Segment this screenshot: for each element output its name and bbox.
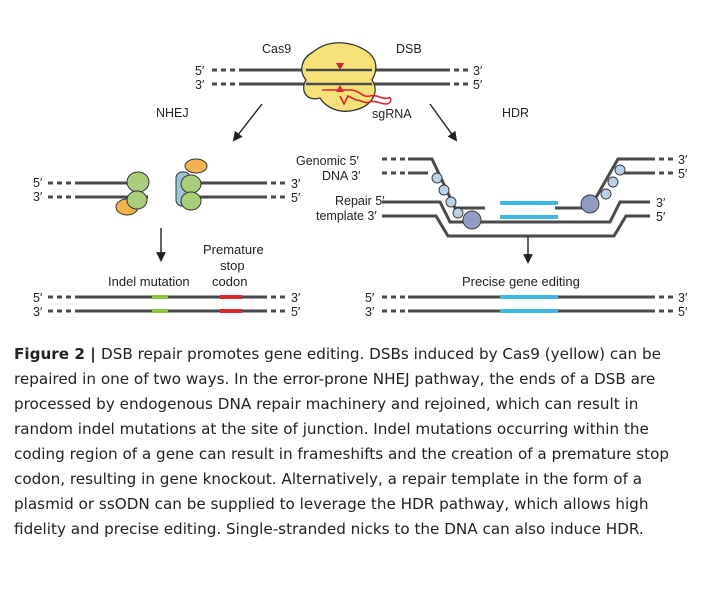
repair-label-line2: template 3′ <box>316 209 377 223</box>
nhej-left-5prime: 5′ <box>33 176 43 190</box>
figure-caption: Figure 2 | DSB repair promotes gene edit… <box>14 342 694 542</box>
nhej-title: NHEJ <box>156 106 189 120</box>
ku-green-left-top <box>126 171 150 193</box>
ku-green-right-bottom <box>180 191 202 211</box>
ku-orange-right <box>184 158 208 174</box>
repair-insert-bottom <box>500 215 558 219</box>
stop-codon-mark-top <box>220 295 242 299</box>
rpa-protein <box>445 196 457 208</box>
precise-label: Precise gene editing <box>462 274 580 289</box>
repair-label-line1: Repair 5′ <box>335 194 385 208</box>
nhej-result-left-3prime: 3′ <box>33 305 43 319</box>
dsb-marker-top <box>336 63 344 70</box>
premature-line2: stop <box>220 258 245 273</box>
nhej-panel: 5′ 3′ 3′ 5′ Premature stop codon Indel m… <box>33 158 301 319</box>
rad51-protein <box>462 210 482 230</box>
figure-label: Figure 2 | <box>14 345 102 363</box>
repair-insert-top <box>500 201 558 205</box>
nhej-right-3prime: 3′ <box>291 177 301 191</box>
nhej-right-5prime: 5′ <box>291 191 301 205</box>
caption-text: DSB repair promotes gene editing. DSBs i… <box>14 345 670 538</box>
top-right-3prime: 3′ <box>473 64 483 78</box>
top-left-3prime: 3′ <box>195 78 205 92</box>
cas9-protein <box>301 42 377 112</box>
hdr-right-3prime: 3′ <box>678 153 688 167</box>
top-dna-panel: Cas9 DSB 5′ 3′ 3′ 5′ sgRNA <box>195 42 483 121</box>
dsb-label: DSB <box>396 42 422 56</box>
hdr-result-right-3prime: 3′ <box>678 291 688 305</box>
hdr-title: HDR <box>502 106 529 120</box>
template-right-3prime: 3′ <box>656 196 666 210</box>
stop-codon-mark-bottom <box>220 309 242 313</box>
genomic-label-line2: DNA 3′ <box>322 169 361 183</box>
genomic-label-line1: Genomic 5′ <box>296 154 359 168</box>
hdr-result-right-5prime: 5′ <box>678 305 688 319</box>
edited-region-top <box>500 295 558 299</box>
ku-green-right-top <box>180 174 202 194</box>
premature-line3: codon <box>212 274 247 289</box>
rpa-protein <box>614 164 626 176</box>
nhej-result-left-5prime: 5′ <box>33 291 43 305</box>
rad51-protein <box>580 194 600 214</box>
dsb-repair-diagram: Cas9 DSB 5′ 3′ 3′ 5′ sgRNA NHEJ HDR 5′ 3… <box>33 42 688 319</box>
sgrna-label: sgRNA <box>372 107 412 121</box>
hdr-panel: Genomic 5′ DNA 3′ Repair 5′ template 3′ … <box>296 153 688 319</box>
arrow-to-nhej <box>232 103 263 142</box>
nhej-result-right-5prime: 5′ <box>291 305 301 319</box>
rpa-protein <box>431 172 443 184</box>
nhej-left-3prime: 3′ <box>33 190 43 204</box>
indel-mark-top <box>152 295 168 299</box>
edited-region-bottom <box>500 309 558 313</box>
rpa-protein <box>452 207 464 219</box>
hdr-result-left-5prime: 5′ <box>365 291 375 305</box>
premature-line1: Premature <box>203 242 264 257</box>
cas9-label: Cas9 <box>262 42 291 56</box>
top-left-5prime: 5′ <box>195 64 205 78</box>
hdr-result-left-3prime: 3′ <box>365 305 375 319</box>
hdr-right-5prime: 5′ <box>678 167 688 181</box>
sgrna-strand <box>322 89 392 106</box>
template-right-5prime: 5′ <box>656 210 666 224</box>
nhej-result-right-3prime: 3′ <box>291 291 301 305</box>
indel-mark-bottom <box>152 309 168 313</box>
rpa-protein <box>607 176 619 188</box>
rpa-protein <box>438 184 450 196</box>
arrow-to-hdr <box>429 103 458 142</box>
rpa-protein <box>600 188 612 200</box>
ku-green-left-bottom <box>126 190 148 210</box>
top-right-5prime: 5′ <box>473 78 483 92</box>
indel-label: Indel mutation <box>108 274 190 289</box>
